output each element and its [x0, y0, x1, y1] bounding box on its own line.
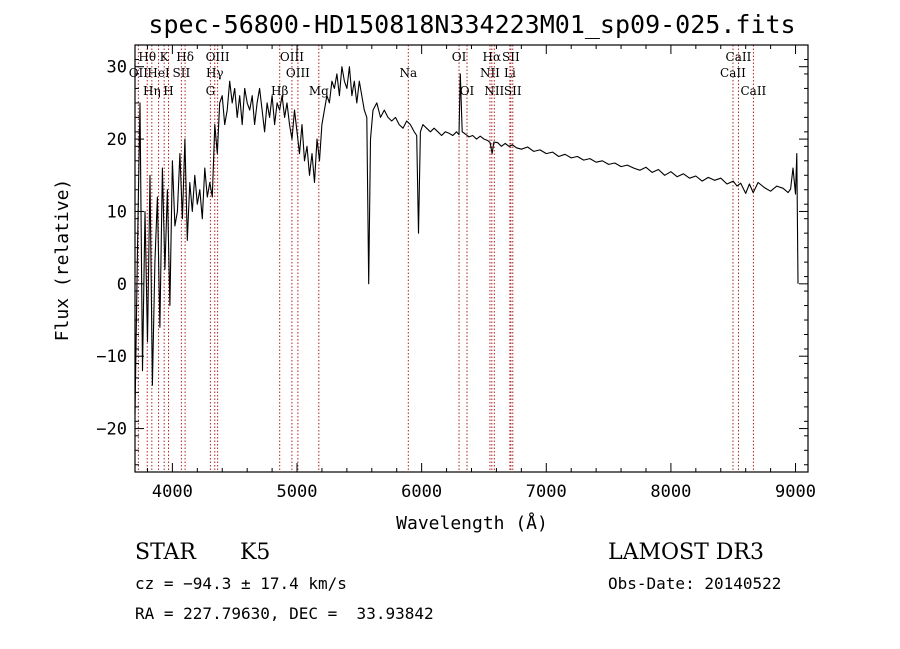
spectral-line-label: OI — [460, 84, 475, 98]
spectral-line-label: Hδ — [176, 50, 194, 64]
y-tick-label: 20 — [107, 130, 127, 150]
spectral-line-label: SII — [502, 50, 520, 64]
y-tick-label: −20 — [96, 420, 127, 440]
x-tick-label: 7000 — [526, 482, 567, 502]
survey-name: LAMOST DR3 — [608, 540, 764, 565]
chart-title: spec-56800-HD150818N334223M01_sp09-025.f… — [148, 10, 795, 39]
x-tick-label: 5000 — [277, 482, 318, 502]
spectral-line-label: Li — [504, 66, 516, 80]
spectral-line-label: NII — [480, 66, 500, 80]
spectral-line-label: Hβ — [271, 84, 288, 98]
spectral-line-label: H — [163, 84, 173, 98]
y-tick-label: −10 — [96, 347, 127, 367]
y-tick-label: 0 — [117, 275, 127, 295]
spectral-line-label: OIII — [206, 50, 230, 64]
spectral-line-label: K — [160, 50, 170, 64]
x-tick-label: 6000 — [401, 482, 442, 502]
spectral-line-label: Mg — [309, 84, 329, 98]
spectral-line-label: CaII — [720, 66, 746, 80]
spectral-line-label: G — [206, 84, 216, 98]
spectral-line-label: Na — [399, 66, 417, 80]
object-class: STAR — [135, 540, 196, 565]
spectral-line-label: NII — [484, 84, 504, 98]
spectral-line-label: SII — [504, 84, 522, 98]
x-tick-label: 8000 — [650, 482, 691, 502]
spectral-line-label: Hα — [483, 50, 502, 64]
x-tick-label: 4000 — [152, 482, 193, 502]
spectral-line-label: OII — [129, 66, 149, 80]
spectral-line-label: Hγ — [206, 66, 224, 80]
redshift-velocity: cz = −94.3 ± 17.4 km/s — [135, 574, 347, 593]
spectral-line-label: CaII — [740, 84, 766, 98]
spectral-line-label: OI — [452, 50, 467, 64]
spectral-line-label: SII — [173, 66, 191, 80]
y-tick-label: 30 — [107, 58, 127, 78]
sky-coordinates: RA = 227.79630, DEC = 33.93842 — [135, 604, 434, 623]
y-tick-label: 10 — [107, 202, 127, 222]
y-axis-label: Flux (relative) — [52, 179, 73, 342]
x-axis-label: Wavelength (Å) — [396, 512, 548, 534]
spectral-line-label: HeI — [147, 66, 170, 80]
spectral-line-label: CaII — [726, 50, 752, 64]
x-tick-label: 9000 — [775, 482, 816, 502]
spectral-line-label: OIII — [286, 66, 310, 80]
object-subclass: K5 — [240, 540, 271, 565]
spectral-line-label: Hθ — [138, 50, 156, 64]
flux-series-line — [134, 66, 799, 415]
spectral-line-label: OIII — [280, 50, 304, 64]
observation-date: Obs-Date: 20140522 — [608, 574, 782, 593]
spectral-line-label: Hη — [143, 84, 161, 98]
